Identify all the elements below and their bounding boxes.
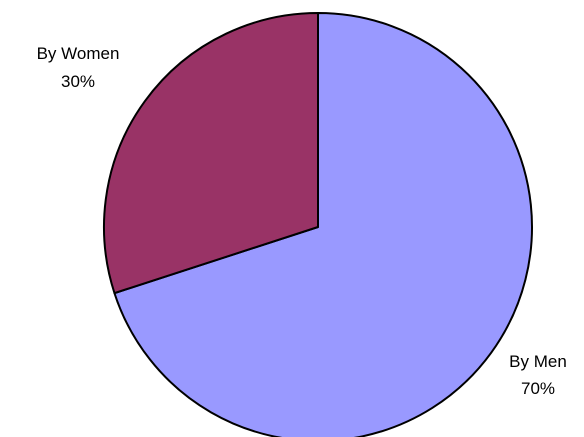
- slice-percent-by-women: 30%: [61, 72, 95, 91]
- slice-percent-by-men: 70%: [521, 379, 555, 398]
- slice-label-by-men: By Men: [509, 352, 567, 371]
- pie-slices: [103, 12, 533, 437]
- pie-labels: By Men 70% By Women 30%: [37, 44, 567, 398]
- pie-slice-by-women: [103, 12, 319, 295]
- pie-slice-by-men: [113, 12, 533, 437]
- slice-label-by-women: By Women: [37, 44, 120, 63]
